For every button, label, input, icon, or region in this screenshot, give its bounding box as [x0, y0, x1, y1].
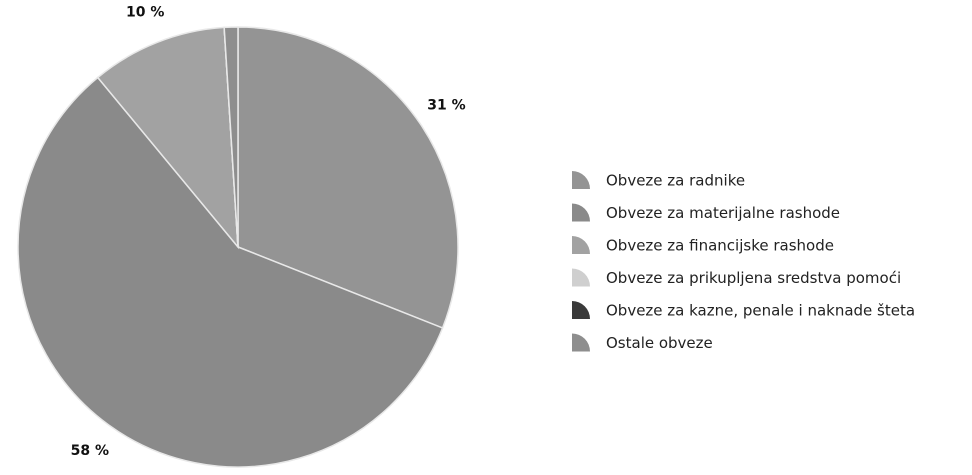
slice-label: 58 % [71, 443, 109, 459]
pie-slice [17, 76, 444, 468]
legend-swatch [572, 301, 590, 319]
legend-swatch [572, 333, 590, 352]
pie-slice [237, 26, 459, 329]
pie-slice [223, 26, 239, 248]
legend-swatch [572, 268, 590, 287]
pie-slice [96, 26, 239, 250]
legend-swatch [572, 171, 590, 189]
legend-label: Obveze za radnike [606, 172, 745, 190]
slice-label: 10 % [126, 5, 164, 21]
legend-label: Ostale obveze [606, 334, 713, 352]
legend-label: Obveze za financijske rashode [606, 237, 834, 255]
legend-label: Obveze za prikupljena sredstva pomoći [606, 269, 901, 287]
slice-label: 31 % [427, 97, 465, 113]
legend-swatch [572, 236, 590, 254]
legend-label: Obveze za materijalne rashode [606, 204, 840, 222]
legend-label: Obveze za kazne, penale i naknade šteta [606, 302, 915, 320]
legend-swatch [572, 203, 590, 222]
